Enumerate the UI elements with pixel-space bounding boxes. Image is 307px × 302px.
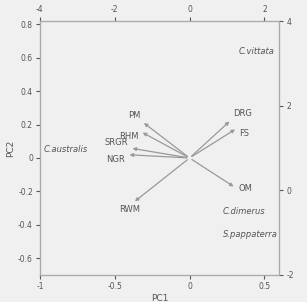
X-axis label: PC1: PC1: [151, 294, 168, 302]
Text: PM: PM: [128, 111, 140, 120]
Text: RWM: RWM: [119, 205, 140, 214]
Text: OM: OM: [238, 184, 252, 193]
Y-axis label: PC2: PC2: [6, 139, 15, 157]
Text: RHM: RHM: [119, 132, 139, 141]
Text: C.dimerus: C.dimerus: [223, 207, 265, 216]
Text: FS: FS: [239, 129, 249, 138]
Text: S.pappaterra: S.pappaterra: [223, 230, 277, 239]
Text: DRG: DRG: [233, 109, 252, 118]
Text: C.australis: C.australis: [43, 145, 87, 154]
Text: SRGR: SRGR: [105, 138, 128, 147]
Text: NGR: NGR: [107, 156, 125, 165]
Text: C.vittata: C.vittata: [239, 47, 275, 56]
